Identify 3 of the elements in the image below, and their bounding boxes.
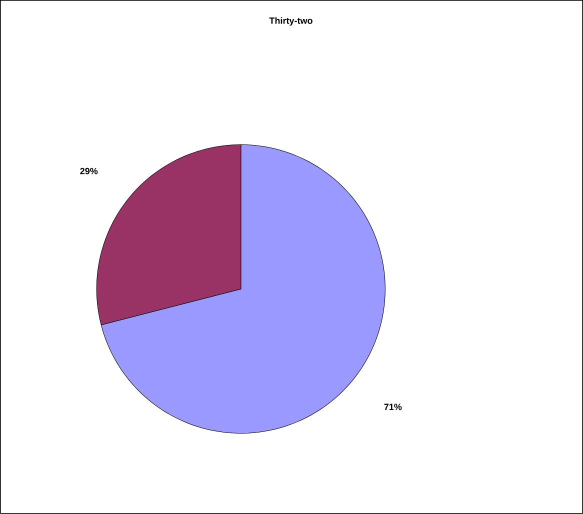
data-label: 29% [80, 168, 98, 174]
chart-title: Thirty-two [269, 17, 312, 26]
data-label: 71% [384, 404, 402, 410]
